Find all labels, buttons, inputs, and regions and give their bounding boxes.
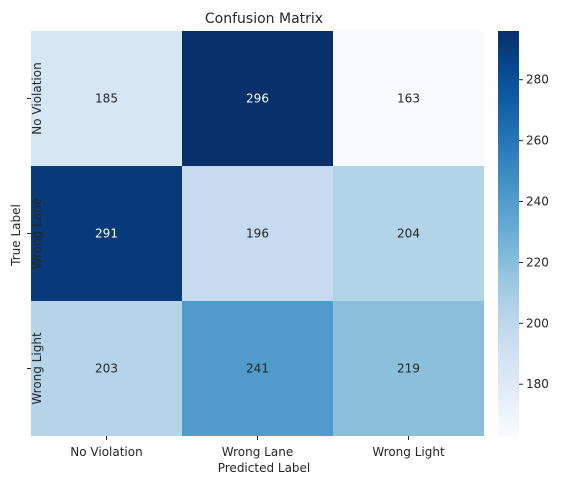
y-axis-ticks: No Violation Wrong Lane Wrong Light — [27, 62, 44, 405]
heatmap-cell — [182, 31, 333, 166]
heatmap-cell — [333, 166, 484, 301]
heatmap-cell — [182, 301, 333, 436]
cell-value-label: 291 — [95, 227, 118, 241]
colorbar-tick-label: 280 — [526, 73, 549, 87]
heatmap-cell — [333, 301, 484, 436]
cell-value-label: 241 — [246, 362, 269, 376]
heatmap-cell — [31, 301, 182, 436]
cell-value-label: 219 — [397, 362, 420, 376]
x-tick-label: Wrong Light — [372, 445, 445, 459]
x-tick-label: No Violation — [70, 445, 142, 459]
colorbar-tick-label: 240 — [526, 195, 549, 209]
cell-value-label: 196 — [246, 227, 269, 241]
y-tick-label: Wrong Lane — [30, 198, 44, 269]
x-axis-label: Predicted Label — [218, 461, 311, 475]
cell-value-label: 204 — [397, 227, 420, 241]
heatmap-cells: 185 296 163 291 196 204 203 241 219 — [31, 31, 484, 436]
heatmap-cell — [333, 31, 484, 166]
y-tick-label: Wrong Light — [30, 332, 44, 405]
heatmap-cell — [182, 166, 333, 301]
heatmap-cell — [31, 166, 182, 301]
x-axis-ticks: No Violation Wrong Lane Wrong Light — [70, 436, 445, 459]
cell-value-label: 163 — [397, 92, 420, 106]
heatmap-cell — [31, 31, 182, 166]
colorbar-tick-label: 260 — [526, 134, 549, 148]
colorbar — [498, 31, 519, 436]
y-tick-label: No Violation — [30, 62, 44, 134]
colorbar-tick-label: 180 — [526, 377, 549, 391]
cell-value-label: 203 — [95, 362, 118, 376]
colorbar-tick-label: 220 — [526, 255, 549, 269]
y-axis-label: True Label — [9, 204, 23, 267]
colorbar-tick-label: 200 — [526, 316, 549, 330]
colorbar-ticks: 180 200 220 240 260 280 — [519, 73, 549, 391]
cell-value-label: 185 — [95, 92, 118, 106]
x-tick-label: Wrong Lane — [222, 445, 293, 459]
cell-value-label: 296 — [246, 92, 269, 106]
chart-title: Confusion Matrix — [205, 11, 323, 27]
